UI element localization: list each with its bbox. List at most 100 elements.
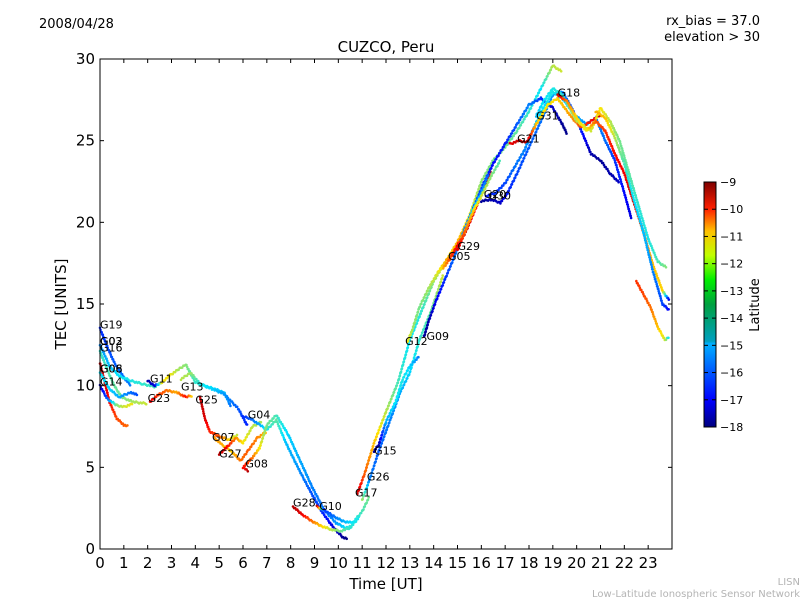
trace-point [363, 505, 367, 508]
trace-point [103, 361, 106, 364]
trace-point [398, 387, 402, 390]
x-tick-label: 16 [472, 554, 491, 572]
trace-point [536, 121, 539, 124]
trace-point [394, 401, 397, 405]
trace-point [598, 109, 601, 113]
trace-point [530, 132, 533, 136]
trace-point [488, 170, 491, 173]
trace-point [591, 126, 594, 129]
trace-point [443, 277, 447, 281]
trace-point [305, 473, 309, 477]
trace-point [406, 376, 409, 380]
trace-point [453, 254, 456, 258]
satellite-label: G08 [245, 457, 268, 470]
satellite-label: G15 [374, 444, 397, 457]
satellite-label: G19 [100, 319, 123, 332]
trace-point [399, 370, 403, 374]
trace-point [107, 348, 111, 352]
y-tick-label: 30 [76, 50, 95, 68]
trace-point [616, 135, 619, 138]
satellite-label: G26 [367, 470, 390, 483]
trace-point [272, 417, 275, 420]
trace-point [294, 460, 297, 464]
trace-point [107, 361, 110, 365]
trace-point [589, 129, 593, 133]
trace-point [600, 130, 603, 133]
trace-point [500, 148, 504, 151]
trace-point [479, 196, 482, 200]
trace-point [287, 447, 291, 451]
trace-point [444, 264, 447, 267]
trace-point [370, 471, 374, 474]
satellite-label: G30 [488, 189, 511, 202]
trace-point [407, 373, 411, 376]
trace-point [650, 265, 654, 269]
trace-point [628, 172, 631, 176]
trace-point [300, 462, 304, 466]
trace-point [374, 447, 378, 451]
trace-point [451, 261, 454, 264]
satellite-label: G05 [448, 250, 471, 263]
trace-point [497, 154, 500, 157]
trace-point [526, 139, 530, 142]
trace-point [408, 370, 412, 373]
trace-point [609, 120, 612, 123]
trace-point [384, 421, 388, 424]
trace-point [420, 334, 423, 337]
trace-point [441, 284, 445, 287]
trace-point [656, 276, 660, 280]
trace-point [540, 115, 543, 118]
trace-point [284, 441, 288, 444]
trace-point [654, 270, 657, 273]
trace-point [653, 251, 656, 255]
trace-point [559, 120, 563, 124]
satellite-label: G21 [517, 132, 540, 145]
trace-point [496, 164, 499, 168]
trace-point [490, 166, 493, 170]
trace-point [527, 110, 531, 113]
trace-point [392, 390, 396, 394]
trace-point [252, 454, 256, 458]
trace-point [551, 106, 555, 109]
trace-point [104, 363, 107, 367]
trace-point [417, 341, 420, 345]
trace-point [561, 122, 564, 125]
trace-point [667, 336, 670, 340]
trace-point [616, 158, 620, 162]
trace-point [431, 309, 434, 313]
trace-point [384, 410, 388, 414]
trace-point [437, 294, 440, 298]
trace-point [624, 176, 627, 179]
trace-point [528, 136, 531, 139]
credit-lisn: LISN [777, 577, 800, 588]
trace-point [548, 91, 552, 94]
x-tick-label: 21 [591, 554, 610, 572]
trace-point [363, 472, 366, 476]
trace-point [442, 281, 446, 284]
trace-point [202, 412, 206, 416]
trace-point [285, 443, 289, 447]
trace-point [494, 168, 497, 171]
trace-point [314, 492, 318, 496]
trace-point [667, 308, 670, 311]
trace-point [111, 408, 115, 412]
trace-point [639, 220, 642, 224]
trace-point [648, 240, 651, 243]
trace-point [660, 332, 663, 335]
trace-point [244, 468, 247, 471]
x-tick-label: 23 [639, 554, 658, 572]
trace-point [617, 146, 621, 149]
trace-point [423, 333, 427, 336]
trace-point [414, 317, 418, 321]
trace-point [482, 177, 485, 180]
trace-point [617, 160, 621, 164]
satellite-label: G10 [319, 500, 342, 513]
trace-point [485, 183, 489, 187]
trace-point [365, 465, 369, 469]
trace-point [654, 255, 658, 259]
y-tick-label: 15 [76, 295, 95, 313]
trace-point [401, 386, 405, 390]
trace-point [379, 424, 383, 428]
trace-point [110, 355, 114, 359]
trace-point [634, 194, 637, 197]
